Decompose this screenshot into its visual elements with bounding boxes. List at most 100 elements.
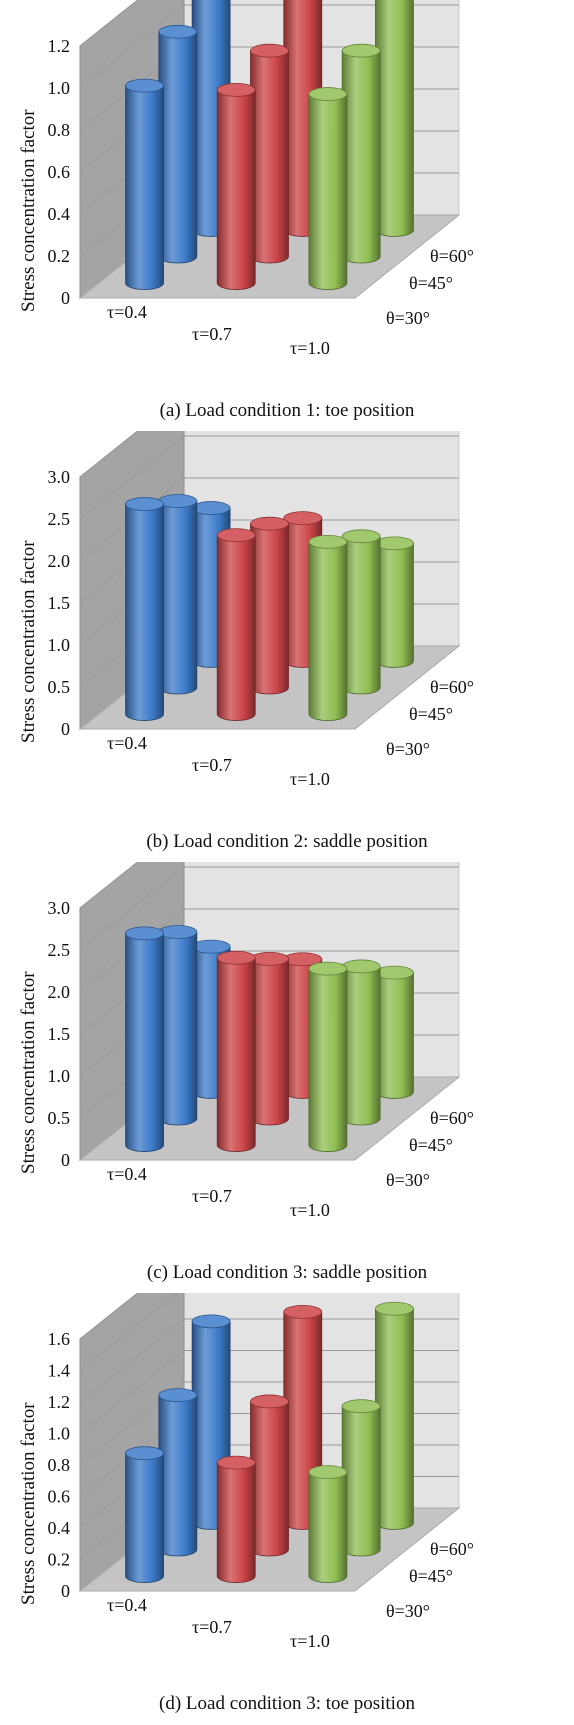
y-tick-label: 2.5 [48,940,71,960]
chart-a: 0 0.2 0.4 0.6 0.8 1.0 1.2 τ=0.4 τ=0.7 τ=1.0 θ=30° θ… [48,0,474,358]
y-tick-label: 0.5 [48,677,71,697]
bar-tau-1.0-theta-30 [308,961,348,1152]
gridline [79,1350,459,1434]
bar-tau-0.4-theta-30 [125,926,164,1152]
series-label: θ=60° [430,1108,474,1128]
chart-b: 0 0.5 1.0 1.5 2.0 2.5 3.0 τ=0.4 τ=0.7 τ=1.0 θ=30° θ… [48,431,474,789]
series-label: θ=60° [430,246,474,266]
x-category-label: τ=1.0 [290,1200,330,1220]
y-tick-label: 1.5 [48,1024,71,1044]
bar-tau-0.7-theta-30 [216,1455,256,1583]
y-axis-label: Stress concentration factor [18,1402,39,1605]
y-tick-label: 1.4 [48,1361,71,1381]
bar-tau-1.0-theta-30 [308,534,348,721]
bar-tau-1.0-theta-60 [375,536,414,668]
chart-caption: (c) Load condition 3: saddle position [146,1262,428,1283]
chart-caption: (d) Load condition 3: toe position [159,1693,415,1714]
y-axis-label: Stress concentration factor [18,109,39,312]
gridline [79,477,459,562]
series-label: θ=45° [409,1135,453,1155]
chart-caption: (b) Load condition 2: saddle position [146,831,428,852]
gridline [79,866,459,951]
bar-tau-1.0-theta-30 [308,1465,348,1583]
gridline [79,1381,459,1466]
gridline [79,1293,178,1371]
x-category-label: τ=0.4 [107,1164,147,1184]
bar-tau-0.4-theta-45 [158,925,198,1126]
y-tick-label: 0.2 [48,246,71,266]
gridline [79,435,459,520]
y-tick-label: 0.2 [48,1550,71,1570]
series-label: θ=30° [386,739,430,759]
y-tick-label: 1.0 [48,635,71,655]
gridline [79,4,459,89]
bar-tau-1.0-theta-45 [341,959,381,1126]
gridline [79,431,139,478]
series-label: θ=30° [386,1170,430,1190]
bar-tau-0.4-theta-30 [125,78,164,290]
y-tick-label: 0.6 [48,162,71,182]
y-tick-label: 2.5 [48,509,71,529]
series-label: θ=60° [430,1539,474,1559]
bar-tau-0.4-theta-45 [158,24,198,264]
series-label: θ=30° [386,1601,430,1621]
bar-tau-0.7-theta-30 [216,82,256,290]
gridline [79,1293,139,1340]
bar-tau-1.0-theta-30 [308,87,348,290]
series-label: θ=60° [430,677,474,697]
x-category-label: τ=0.4 [107,302,147,322]
bar-tau-1.0-theta-60 [375,1301,414,1530]
x-category-label: τ=0.7 [192,1186,232,1206]
bar-tau-0.4-theta-30 [125,497,164,721]
x-category-label: τ=0.7 [192,324,232,344]
series-label: θ=45° [409,273,453,293]
y-tick-label: 0.8 [48,120,71,140]
y-tick-label: 0 [61,719,70,739]
y-tick-label: 1.0 [48,1066,71,1086]
y-tick-label: 1.0 [48,78,71,98]
y-tick-label: 0.4 [48,1518,71,1538]
bar-tau-0.7-theta-45 [250,952,289,1126]
chart-c: 0 0.5 1.0 1.5 2.0 2.5 3.0 τ=0.4 τ=0.7 τ=1.0 θ=30° θ… [48,862,474,1220]
bar-tau-0.7-theta-30 [216,950,256,1152]
chart-caption: (a) Load condition 1: toe position [159,400,415,421]
y-tick-label: 0 [61,1581,70,1601]
x-category-label: τ=0.4 [107,1595,147,1615]
y-tick-label: 1.2 [48,36,71,56]
bar-tau-0.4-theta-30 [125,1446,164,1583]
y-axis-label: Stress concentration factor [18,540,39,743]
bar-tau-1.0-theta-45 [341,43,381,264]
gridline [79,0,139,47]
y-tick-label: 2.0 [48,551,71,571]
gridline [79,908,459,993]
bar-tau-1.0-theta-45 [341,529,381,695]
y-tick-label: 0.5 [48,1108,71,1128]
bar-tau-1.0-theta-60 [375,0,414,237]
series-label: θ=30° [386,308,430,328]
chart-panel-b: 0 0.5 1.0 1.5 2.0 2.5 3.0 τ=0.4 τ=0.7 τ=1.0 θ=30° θ… [0,431,574,862]
bar-tau-0.7-theta-30 [216,528,256,721]
x-category-label: τ=1.0 [290,338,330,358]
y-tick-label: 0 [61,1150,70,1170]
y-tick-label: 1.0 [48,1424,71,1444]
bar-tau-1.0-theta-60 [375,965,414,1099]
chart-panel-a: 0 0.2 0.4 0.6 0.8 1.0 1.2 τ=0.4 τ=0.7 τ=1.0 θ=30° θ… [0,0,574,431]
x-category-label: τ=0.7 [192,1617,232,1637]
gridline [79,862,139,909]
bar-tau-0.7-theta-45 [250,516,289,695]
bar-tau-1.0-theta-45 [341,1399,381,1557]
y-tick-label: 0.6 [48,1487,71,1507]
chart-d: 0 0.2 0.4 0.6 0.8 1.0 1.2 1.4 1.6 τ=0.4 τ=0.7 τ=1.0… [48,1293,474,1651]
bar-tau-0.7-theta-45 [250,43,289,264]
y-tick-label: 2.0 [48,982,71,1002]
bar-tau-0.7-theta-45 [250,1394,289,1557]
y-tick-label: 1.2 [48,1392,71,1412]
y-tick-label: 0 [61,288,70,308]
x-category-label: τ=0.7 [192,755,232,775]
series-label: θ=45° [409,704,453,724]
y-axis-label: Stress concentration factor [18,971,39,1174]
y-tick-label: 0.4 [48,204,71,224]
y-tick-label: 3.0 [48,467,71,487]
series-label: θ=45° [409,1566,453,1586]
